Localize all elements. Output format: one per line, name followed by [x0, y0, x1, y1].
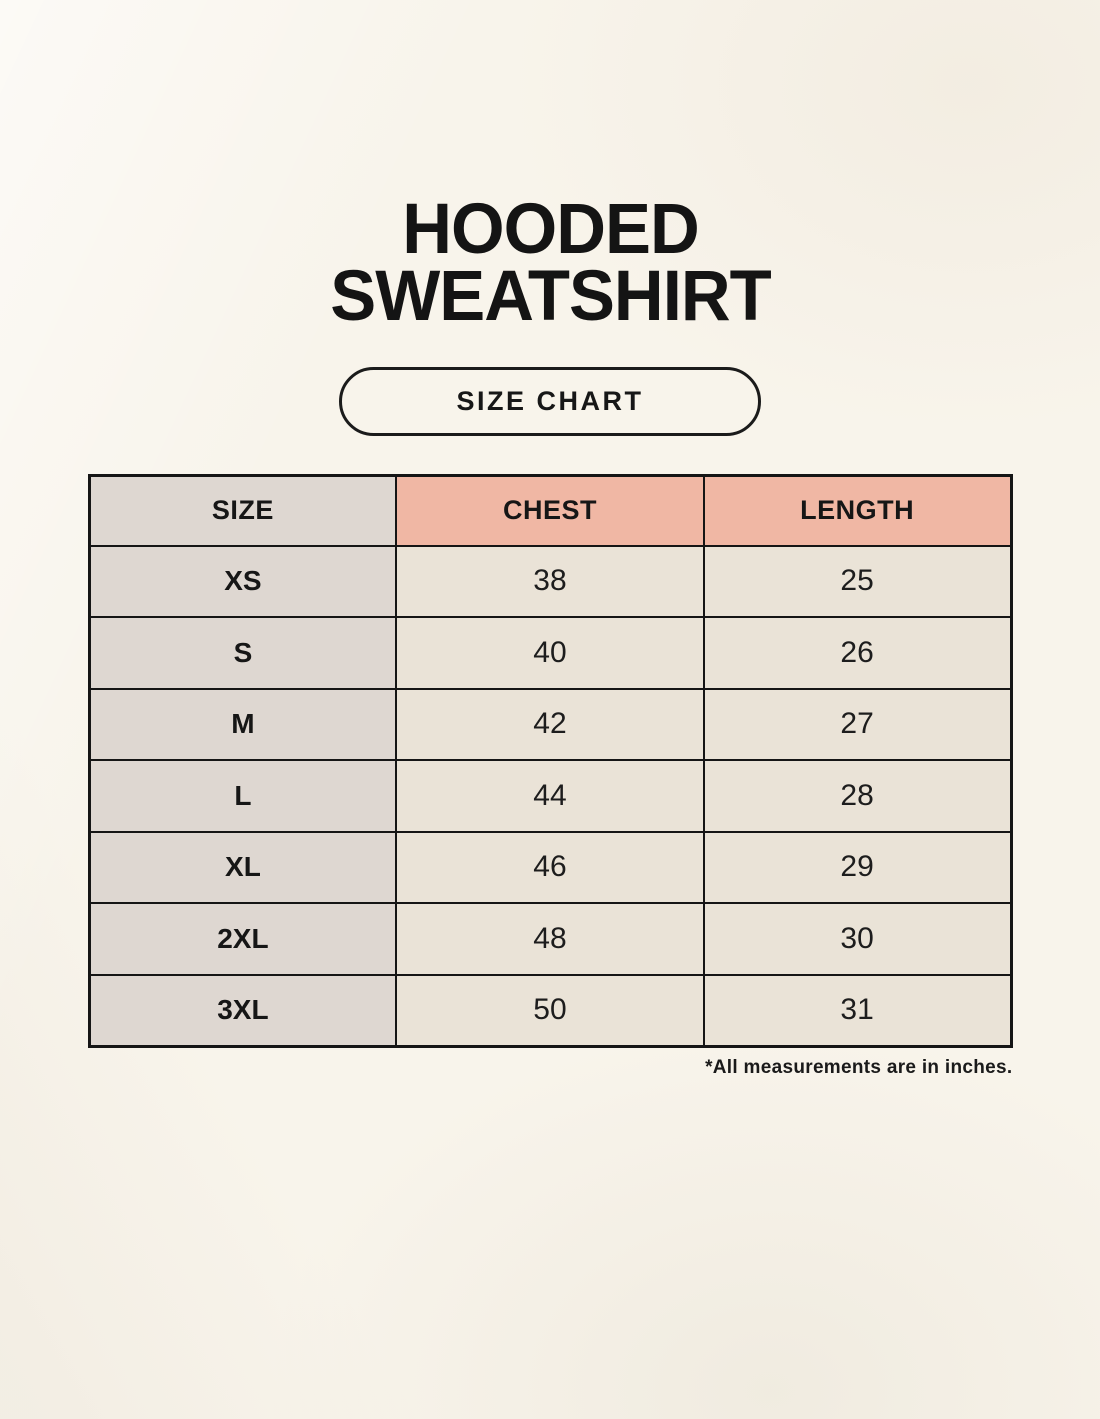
length-cell: 29	[702, 830, 1013, 905]
column-header-length: LENGTH	[702, 474, 1013, 547]
chest-cell: 46	[395, 830, 705, 905]
size-chart-table: SIZE CHEST LENGTH XS 38 25 S 40 26 M	[87, 474, 1013, 1048]
measurements-footnote: *All measurements are in inches.	[705, 1056, 1013, 1078]
size-chart-badge: SIZE CHART	[339, 367, 761, 437]
table-row: XL 46 29	[87, 830, 1013, 905]
size-cell: 3XL	[87, 973, 398, 1048]
size-cell: 2XL	[87, 902, 398, 976]
size-cell: XL	[87, 830, 398, 905]
column-header-size: SIZE	[87, 474, 398, 547]
table-row: S 40 26	[87, 616, 1013, 690]
size-cell: XS	[87, 544, 398, 619]
chest-cell: 38	[395, 544, 705, 619]
chest-cell: 40	[395, 616, 705, 690]
table-row: XS 38 25	[87, 544, 1013, 619]
length-cell: 26	[702, 616, 1013, 690]
length-cell: 31	[702, 973, 1013, 1048]
product-title-line1: HOODED	[401, 190, 699, 269]
column-header-chest: CHEST	[395, 474, 705, 547]
length-cell: 30	[702, 902, 1013, 976]
size-cell: L	[87, 759, 398, 833]
table-row: L 44 28	[87, 759, 1013, 833]
size-chart-badge-label: SIZE CHART	[456, 386, 644, 417]
chest-cell: 50	[395, 973, 705, 1048]
content-column: HOODED SWEATSHIRT SIZE CHART SIZE CHEST …	[87, 0, 1013, 1079]
length-cell: 28	[702, 759, 1013, 833]
table-header-row: SIZE CHEST LENGTH	[87, 474, 1013, 547]
chest-cell: 44	[395, 759, 705, 833]
size-cell: S	[87, 616, 398, 690]
size-cell: M	[87, 687, 398, 762]
product-title: HOODED SWEATSHIRT	[88, 190, 1013, 337]
chest-cell: 42	[395, 687, 705, 762]
length-cell: 27	[702, 687, 1013, 762]
table-row: 2XL 48 30	[87, 902, 1013, 976]
length-cell: 25	[702, 544, 1013, 619]
chest-cell: 48	[395, 902, 705, 976]
product-title-line2: SWEATSHIRT	[329, 257, 771, 337]
table-row: M 42 27	[87, 687, 1013, 762]
table-row: 3XL 50 31	[87, 973, 1013, 1048]
